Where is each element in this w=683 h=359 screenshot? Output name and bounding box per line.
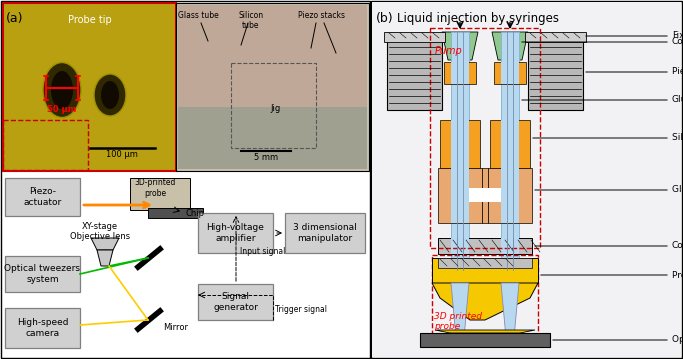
Text: Connector: Connector [672, 37, 683, 47]
Bar [178, 5, 367, 109]
Bar [438, 258, 532, 268]
Ellipse shape [101, 81, 119, 109]
FancyBboxPatch shape [5, 256, 80, 292]
Bar [501, 32, 519, 270]
Polygon shape [501, 283, 519, 338]
Text: High-speed
camera: High-speed camera [17, 318, 68, 338]
Bar [451, 32, 469, 270]
Bar [451, 238, 469, 254]
Bar [387, 40, 442, 110]
Polygon shape [492, 32, 528, 60]
Bar [490, 120, 530, 168]
Bar [432, 258, 538, 283]
Text: Connector: Connector [672, 242, 683, 251]
Bar [482, 168, 488, 223]
Text: Piezo stack: Piezo stack [672, 67, 683, 76]
Bar [178, 107, 367, 169]
Text: Piezo-
actuator: Piezo- actuator [23, 187, 61, 207]
Bar [501, 238, 519, 254]
Bar [451, 62, 469, 84]
Bar [176, 3, 369, 171]
Bar [420, 333, 550, 347]
Text: Silicon tube: Silicon tube [672, 134, 683, 143]
Text: Glue: Glue [672, 95, 683, 104]
Text: 5 mm: 5 mm [254, 153, 278, 162]
Text: Probe tip: Probe tip [672, 270, 683, 280]
Bar [440, 120, 480, 168]
Text: Jig: Jig [271, 104, 281, 113]
Text: 50 μm: 50 μm [47, 105, 76, 114]
Bar [452, 188, 518, 202]
Polygon shape [442, 32, 478, 60]
Bar [432, 255, 538, 340]
Text: Glass tube: Glass tube [672, 186, 683, 195]
Text: 3 dimensional
manipulator: 3 dimensional manipulator [293, 223, 357, 243]
Text: Objective lens: Objective lens [70, 232, 130, 241]
Bar [525, 32, 586, 42]
Text: Piezo stacks: Piezo stacks [298, 11, 344, 20]
Text: 3D-printed
probe: 3D-printed probe [135, 178, 176, 198]
Ellipse shape [51, 71, 73, 109]
Polygon shape [435, 330, 535, 333]
Polygon shape [97, 250, 113, 266]
Bar [438, 168, 482, 223]
Bar [494, 62, 526, 84]
Text: Signal
generator: Signal generator [213, 292, 258, 312]
Text: Mirror: Mirror [163, 322, 188, 331]
Bar [501, 168, 519, 223]
FancyBboxPatch shape [285, 213, 365, 253]
Bar [430, 28, 540, 248]
Polygon shape [451, 283, 469, 338]
Text: (b): (b) [376, 12, 393, 25]
Text: High-voltage
amplifier: High-voltage amplifier [206, 223, 264, 243]
Bar [384, 32, 445, 42]
Bar [438, 238, 532, 254]
FancyBboxPatch shape [198, 284, 273, 320]
Bar [444, 62, 476, 84]
Bar [501, 120, 519, 168]
Bar [371, 1, 682, 358]
Bar [451, 120, 469, 168]
Bar [501, 62, 519, 84]
Bar [372, 2, 681, 357]
Text: (a): (a) [6, 12, 23, 25]
Text: 100 μm: 100 μm [106, 150, 138, 159]
Bar [451, 168, 469, 223]
Bar [3, 3, 176, 171]
Bar [148, 208, 203, 218]
Text: Liquid injection by syringes: Liquid injection by syringes [397, 12, 559, 25]
Ellipse shape [43, 62, 81, 117]
Bar [528, 40, 583, 110]
Bar [231, 63, 316, 148]
Polygon shape [91, 238, 119, 250]
Ellipse shape [94, 74, 126, 116]
Text: Probe tip: Probe tip [68, 15, 111, 25]
FancyBboxPatch shape [5, 308, 80, 348]
Bar [130, 178, 190, 210]
Text: 3D printed
probe: 3D printed probe [434, 312, 482, 331]
Text: Glass tube: Glass tube [178, 11, 219, 20]
Polygon shape [432, 283, 538, 320]
Text: Open chip: Open chip [672, 336, 683, 345]
Text: Silicon
tube: Silicon tube [238, 11, 264, 31]
Text: Input signal: Input signal [240, 247, 285, 256]
Bar [488, 168, 532, 223]
FancyBboxPatch shape [198, 213, 273, 253]
Text: Pump: Pump [435, 46, 463, 56]
Text: Trigger signal: Trigger signal [275, 306, 327, 314]
Text: Fixed: Fixed [672, 32, 683, 41]
FancyBboxPatch shape [5, 178, 80, 216]
Bar [3, 120, 88, 170]
Text: Chip: Chip [185, 209, 204, 218]
Text: XY-stage: XY-stage [82, 222, 118, 231]
Text: Optical tweezers
system: Optical tweezers system [5, 264, 81, 284]
Bar [1, 1, 370, 358]
